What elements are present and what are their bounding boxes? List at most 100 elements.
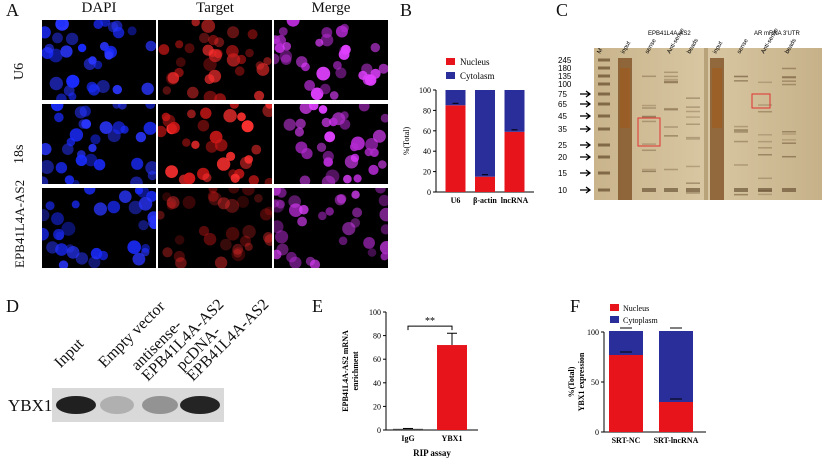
gel-marker-label: 180 <box>558 64 572 73</box>
bar-nucleus <box>445 105 466 192</box>
cell-nucleus <box>280 54 292 65</box>
cell-nucleus <box>297 216 307 227</box>
gel-marker-label: 65 <box>558 100 567 109</box>
gel-lane-label: M <box>597 48 605 55</box>
cell-nucleus <box>168 121 180 134</box>
cell-nucleus <box>227 26 240 39</box>
cell-nucleus <box>64 175 75 184</box>
cell-nucleus <box>131 157 144 170</box>
cell-nucleus <box>368 164 379 175</box>
sample-band <box>782 133 796 135</box>
cell-nucleus <box>240 235 251 247</box>
sample-band <box>734 130 748 132</box>
cell-nucleus <box>279 50 293 63</box>
cell-nucleus <box>338 49 350 60</box>
cell-nucleus <box>352 207 363 218</box>
micrograph-tile <box>158 188 272 268</box>
cell-nucleus <box>141 243 150 253</box>
panel-a-letter: A <box>6 0 19 20</box>
cell-nucleus <box>299 204 309 215</box>
cell-nucleus <box>49 76 63 91</box>
sample-band <box>758 81 772 84</box>
cell-nucleus <box>162 192 172 202</box>
cell-nucleus <box>254 194 263 203</box>
cell-nucleus <box>143 121 156 135</box>
cell-nucleus <box>316 66 331 81</box>
cell-nucleus <box>130 176 143 184</box>
cell-nucleus <box>187 86 199 99</box>
gel-marker-label: 25 <box>558 141 567 150</box>
cell-nucleus <box>132 252 146 266</box>
cell-nucleus <box>127 240 141 254</box>
cell-nucleus <box>378 63 388 74</box>
y-tick-label: 40 <box>423 147 431 156</box>
micrograph-tile <box>158 104 272 184</box>
sample-band <box>734 140 748 143</box>
bar-cytoplasm <box>445 90 466 106</box>
cell-nucleus <box>112 121 126 135</box>
cell-nucleus <box>228 188 240 194</box>
panel-e-letter: E <box>312 296 323 316</box>
cell-nucleus <box>51 104 64 112</box>
cell-nucleus <box>370 68 381 79</box>
sample-band <box>734 129 748 131</box>
sample-band <box>758 147 772 149</box>
cell-nucleus <box>208 48 222 63</box>
chart-f: Nucleus Cytoplasm 0 50 100 %(Total) YBX1 expre… <box>560 298 710 453</box>
cell-nucleus <box>173 250 185 263</box>
sample-band <box>782 130 796 133</box>
cell-nucleus <box>107 200 121 214</box>
cell-nucleus <box>335 25 348 38</box>
cell-nucleus <box>379 207 388 222</box>
cell-nucleus <box>321 117 331 128</box>
sample-band <box>642 115 656 118</box>
cell-nucleus <box>295 141 308 154</box>
cell-nucleus <box>208 188 218 194</box>
cell-nucleus <box>370 42 380 53</box>
cell-nucleus <box>203 57 217 71</box>
cell-nucleus <box>42 26 51 39</box>
y-tick-label: 60 <box>423 127 431 136</box>
cell-nucleus <box>162 86 171 95</box>
sample-band <box>782 155 796 158</box>
sample-band <box>734 125 748 128</box>
sample-band <box>782 67 796 70</box>
marker-band <box>598 58 610 62</box>
cell-nucleus <box>214 37 225 48</box>
cell-nucleus <box>65 32 79 46</box>
sample-band <box>758 140 772 143</box>
cell-nucleus <box>138 197 153 211</box>
ybx1-band <box>100 396 134 414</box>
cell-nucleus <box>234 66 245 76</box>
cell-nucleus <box>264 177 272 184</box>
cell-nucleus <box>74 106 87 119</box>
sample-band <box>734 75 748 78</box>
y-tick-label: 20 <box>423 168 431 177</box>
cell-nucleus <box>208 34 219 46</box>
panel-f-letter: F <box>570 296 581 316</box>
chart-b: Nucleus Cytolasm 0 20 40 60 80 100 %(Total) U6 β-a… <box>396 50 546 215</box>
cell-nucleus <box>244 242 253 251</box>
cell-nucleus <box>191 140 200 149</box>
cell-nucleus <box>363 237 375 249</box>
cell-nucleus <box>329 91 339 100</box>
cell-nucleus <box>54 112 64 123</box>
cell-nucleus <box>245 48 254 58</box>
legend-swatch-cytoplasm <box>610 316 619 323</box>
bar-nucleus <box>659 402 693 432</box>
bar-cytoplasm <box>609 331 643 355</box>
cell-nucleus <box>45 201 55 211</box>
gel-marker-arrow <box>580 90 592 98</box>
cell-nucleus <box>289 256 302 268</box>
sample-band <box>664 80 678 83</box>
gel-marker-arrow <box>580 153 592 161</box>
sample-band <box>686 116 700 118</box>
bar-nucleus <box>609 355 643 432</box>
cell-nucleus <box>199 32 210 44</box>
sample-band <box>758 193 772 196</box>
sample-band <box>782 76 796 79</box>
cell-nucleus <box>66 246 80 259</box>
cell-nucleus <box>263 232 272 243</box>
cell-nucleus <box>230 173 240 183</box>
